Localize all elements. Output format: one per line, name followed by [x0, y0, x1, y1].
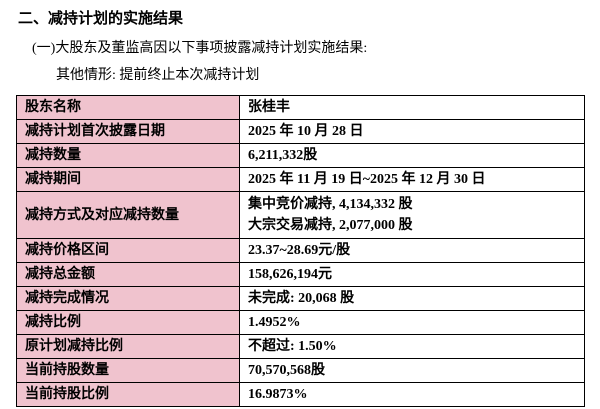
row-value: 未完成: 20,068 股: [239, 286, 585, 311]
row-value: 1.4952%: [239, 310, 585, 335]
row-label: 当前持股数量: [16, 358, 240, 383]
row-value: 23.37~28.69元/股: [239, 238, 585, 263]
row-label: 减持计划首次披露日期: [16, 119, 240, 144]
row-label: 当前持股比例: [16, 382, 240, 407]
table-row: 当前持股比例 16.9873%: [16, 382, 585, 407]
table-row: 减持比例 1.4952%: [16, 310, 585, 335]
table-row: 减持期间 2025 年 11 月 19 日~2025 年 12 月 30 日: [16, 167, 585, 192]
row-label: 股东名称: [16, 95, 240, 120]
row-value: 张桂丰: [239, 95, 585, 120]
table-row: 减持总金额 158,626,194元: [16, 262, 585, 287]
situation-line: 其他情形: 提前终止本次减持计划: [56, 68, 260, 83]
table-row: 减持数量 6,211,332股: [16, 143, 585, 168]
table-row: 减持计划首次披露日期 2025 年 10 月 28 日: [16, 119, 585, 144]
row-value: 6,211,332股: [239, 143, 585, 168]
table-row: 减持方式及对应减持数量 集中竞价减持, 4,134,332 股 大宗交易减持, …: [16, 191, 585, 239]
table-row: 原计划减持比例 不超过: 1.50%: [16, 334, 585, 359]
row-label: 减持期间: [16, 167, 240, 192]
table-row: 减持完成情况 未完成: 20,068 股: [16, 286, 585, 311]
row-value: 158,626,194元: [239, 262, 585, 287]
table-row: 股东名称 张桂丰: [16, 95, 585, 120]
row-label: 减持方式及对应减持数量: [16, 191, 240, 239]
row-value: 集中竞价减持, 4,134,332 股 大宗交易减持, 2,077,000 股: [239, 191, 585, 239]
table-row: 减持价格区间 23.37~28.69元/股: [16, 238, 585, 263]
section-subtitle: (一)大股东及董监高因以下事项披露减持计划实施结果:: [32, 41, 368, 56]
table-row: 当前持股数量 70,570,568股: [16, 358, 585, 383]
row-label: 减持总金额: [16, 262, 240, 287]
row-value: 70,570,568股: [239, 358, 585, 383]
row-value: 2025 年 10 月 28 日: [239, 119, 585, 144]
row-value: 不超过: 1.50%: [239, 334, 585, 359]
row-value: 2025 年 11 月 19 日~2025 年 12 月 30 日: [239, 167, 585, 192]
row-label: 减持数量: [16, 143, 240, 168]
row-value: 16.9873%: [239, 382, 585, 407]
section-title: 二、减持计划的实施结果: [18, 11, 184, 27]
reduction-result-table: 股东名称 张桂丰 减持计划首次披露日期 2025 年 10 月 28 日 减持数…: [16, 95, 585, 407]
row-label: 原计划减持比例: [16, 334, 240, 359]
row-label: 减持比例: [16, 310, 240, 335]
row-label: 减持完成情况: [16, 286, 240, 311]
row-label: 减持价格区间: [16, 238, 240, 263]
